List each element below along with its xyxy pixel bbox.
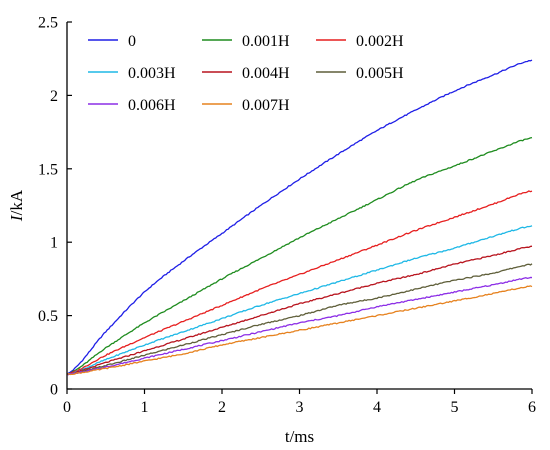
series-line-0.005H bbox=[66, 263, 533, 376]
series-line-0.002H bbox=[66, 190, 533, 375]
x-tick-label: 6 bbox=[528, 399, 536, 416]
series-line-0.006H bbox=[66, 276, 533, 376]
y-axis-label: I/kA bbox=[7, 189, 26, 222]
legend-label: 0.006H bbox=[128, 97, 176, 114]
y-tick-label: 0 bbox=[50, 382, 58, 399]
x-tick-label: 0 bbox=[63, 399, 71, 416]
x-axis-label: t/ms bbox=[285, 427, 314, 446]
y-tick-label: 1 bbox=[50, 235, 58, 252]
series-line-0 bbox=[66, 59, 533, 375]
legend-label: 0.002H bbox=[356, 33, 404, 50]
y-tick-label: 0.5 bbox=[38, 308, 58, 325]
series-line-0.003H bbox=[66, 225, 533, 375]
legend-label: 0.004H bbox=[242, 65, 290, 82]
ticks: 0 1 2 3 4 5 6 0 0.5 1 1.5 2 2.5 bbox=[38, 15, 536, 417]
y-tick-label: 1.5 bbox=[38, 161, 58, 178]
legend: 0 0.001H 0.002H 0.003H 0.004H 0.005H 0.006H 0.0… bbox=[88, 33, 404, 114]
y-axis-label-unit: /kA bbox=[7, 189, 26, 215]
legend-label: 0.007H bbox=[242, 97, 290, 114]
legend-label: 0.001H bbox=[242, 33, 290, 50]
y-tick-label: 2 bbox=[50, 88, 58, 105]
legend-label: 0.005H bbox=[356, 65, 404, 82]
x-tick-label: 3 bbox=[296, 399, 304, 416]
series-line-0.001H bbox=[66, 137, 533, 375]
x-tick-label: 5 bbox=[451, 399, 459, 416]
legend-label: 0 bbox=[128, 33, 136, 50]
x-tick-label: 1 bbox=[141, 399, 149, 416]
legend-label: 0.003H bbox=[128, 65, 176, 82]
series-line-0.007H bbox=[66, 285, 533, 376]
x-tick-label: 2 bbox=[218, 399, 226, 416]
y-tick-label: 2.5 bbox=[38, 15, 58, 32]
series-lines bbox=[66, 59, 533, 376]
series-line-0.004H bbox=[66, 245, 533, 376]
y-axis-label-symbol: I bbox=[7, 214, 26, 222]
x-tick-label: 4 bbox=[373, 399, 381, 416]
